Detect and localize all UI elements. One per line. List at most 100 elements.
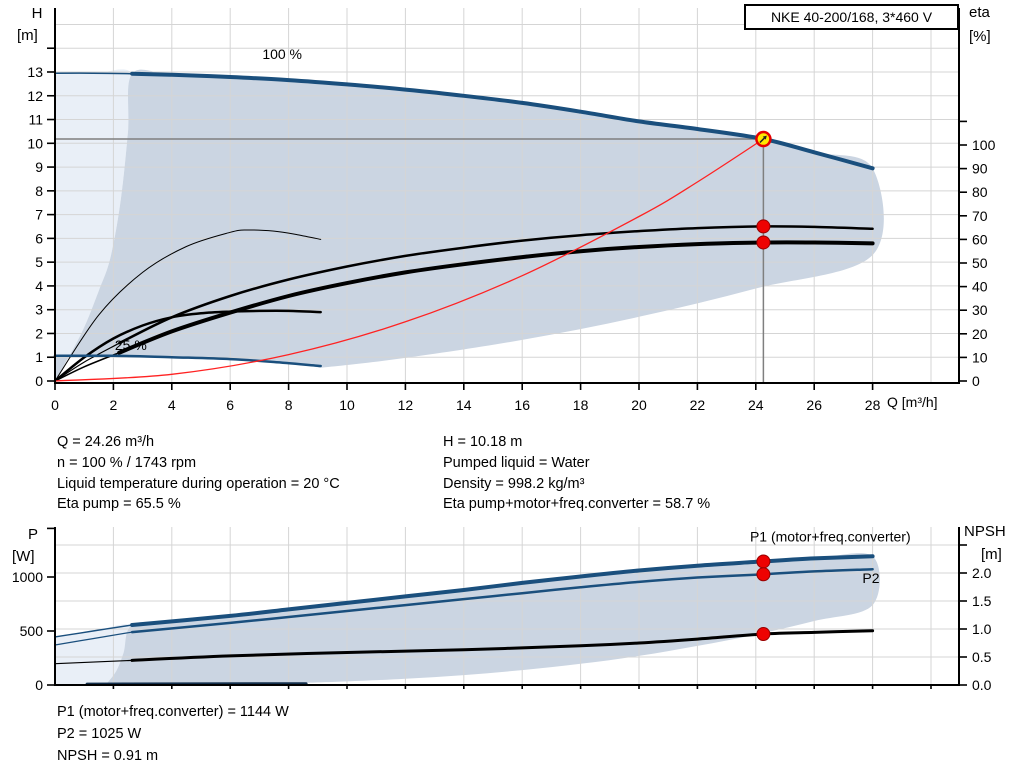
axis-tick-label: 60 [972,231,988,247]
axis-tick-label: 18 [573,397,589,413]
axis-ticks: 0 500 1000 0.0 0.5 1.0 1.5 2.0 [12,527,992,693]
axis-tick-label: 10 [972,349,988,365]
axis-tick-label: 1 [35,349,43,365]
axis-tick-label: 7 [35,207,43,223]
axis-tick-label: 30 [972,302,988,318]
eta-axis-label: eta [969,4,990,21]
axis-tick-label: 0 [35,373,43,389]
axis-tick-label: 14 [456,397,472,413]
info-p2: P2 = 1025 W [57,726,142,742]
axis-tick-label: 50 [972,255,988,271]
h-axis-unit: [m] [17,27,38,44]
axes [54,527,960,686]
control-curve [54,138,765,382]
npsh-curve [54,659,133,665]
axis-tick-label: 0.0 [972,677,992,693]
info-npsh: NPSH = 0.91 m [57,748,159,764]
eta-pump [54,342,120,382]
npsh-marker [756,627,771,642]
axis-tick-label: 1000 [12,569,43,585]
eta-axis-unit: [%] [969,28,991,45]
p2-marker [756,567,771,582]
p-axis-label: P [27,526,38,543]
axis-tick-label: 4 [35,278,43,294]
axis-tick-label: 10 [27,135,43,151]
head-curve-25pct [53,354,322,368]
axis-tick-label: 1.5 [972,593,992,609]
info-head: H = 10.18 m [443,434,523,450]
axis-tick-label: 70 [972,208,988,224]
speed-100pct-label: 100 % [262,46,302,62]
axis-tick-label: 8 [35,183,43,199]
axis-tick-label: 0 [972,373,980,389]
axis-tick-label: 2 [110,397,118,413]
operating-point-crosshair [55,138,765,383]
eta-reduced-speed-total [53,309,322,383]
p2-curve-label: P2 [862,570,879,586]
head-curve-100pct [54,72,133,75]
low-speed-region [55,69,135,381]
h-axis-label: H [31,5,43,22]
q-axis-label: Q [m³/h] [887,394,938,410]
axis-tick-label: 12 [27,88,43,104]
duty-point-marker[interactable] [755,130,772,148]
axis-ticks: 0123456789101112130102030405060708090100… [27,47,996,413]
duty-info-right-column: H = 10.18 m Pumped liquid = Water Densit… [443,432,710,515]
info-eta-pump: Eta pump = 65.5 % [57,496,181,513]
eta-reduced-speed-pump [54,229,322,382]
p1-curve-label: P1 (motor+freq.converter) [750,528,911,544]
axis-tick-label: 0 [51,397,59,413]
axis-tick-label: 0.5 [972,649,992,665]
p1-curve [54,624,133,638]
axis-tick-label: 20 [972,326,988,342]
axis-tick-label: 5 [35,254,43,270]
eta-pump-marker [756,219,771,234]
axis-tick-label: 28 [865,397,881,413]
axis-tick-label: 11 [28,112,43,128]
power-info-column: P1 (motor+freq.converter) = 1144 W P2 = … [57,701,289,767]
p-axis-unit: [W] [12,548,35,565]
axis-tick-label: 500 [20,623,44,639]
axis-tick-label: 40 [972,279,988,295]
info-eta-total: Eta pump+motor+freq.converter = 58.7 % [443,496,711,513]
axis-tick-label: 12 [398,397,414,413]
npsh-axis-label: NPSH [964,523,1006,540]
duty-arrow-icon [759,137,766,144]
info-flow: Q = 24.26 m³/h [57,434,155,450]
axis-tick-label: 90 [972,161,988,177]
npsh-curve [130,629,875,662]
axis-tick-label: 4 [168,397,176,413]
power-npsh-chart: P1 (motor+freq.converter) P2 0 500 1000 0.0 0.… [12,527,992,693]
axis-tick-label: 2.0 [972,565,992,581]
p1-marker [756,554,771,569]
axis-tick-label: 20 [631,397,647,413]
axis-tick-label: 80 [972,184,988,200]
axis-tick-label: 100 [972,137,996,153]
axis-tick-label: 24 [748,397,764,413]
axis-tick-label: 8 [285,397,293,413]
axis-tick-label: 2 [35,325,43,341]
axis-tick-label: 6 [35,230,43,246]
axis-tick-label: 0 [35,677,43,693]
eta-total-marker [756,235,771,250]
npsh-axis-unit: [m] [981,546,1002,563]
duty-info-left-column: Q = 24.26 m³/h n = 100 % / 1743 rpm Liqu… [57,432,340,515]
axis-tick-label: 10 [339,397,355,413]
axis-tick-label: 16 [514,397,530,413]
info-temperature: Liquid temperature during operation = 20… [57,475,340,492]
info-density: Density = 998.2 kg/m³ [443,475,585,492]
axis-tick-label: 1.0 [972,621,992,637]
axis-tick-label: 22 [690,397,706,413]
info-liquid: Pumped liquid = Water [443,454,590,471]
gridlines [55,527,959,685]
power-envelope [107,553,880,684]
axis-tick-label: 3 [35,302,43,318]
info-p1: P1 (motor+freq.converter) = 1144 W [57,704,289,720]
axis-tick-label: 9 [35,159,43,175]
qh-efficiency-chart: 100 %25 %0123456789101112130102030405060… [27,8,996,413]
axis-tick-label: 26 [806,397,822,413]
gridlines [55,8,959,383]
info-speed: n = 100 % / 1743 rpm [57,454,197,471]
axes [54,8,960,384]
